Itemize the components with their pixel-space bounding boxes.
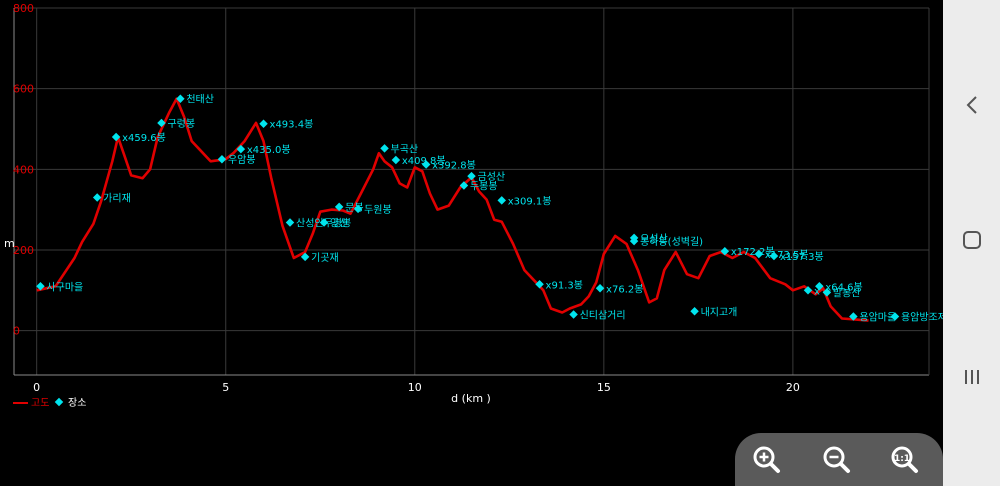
place-marker (319, 218, 329, 227)
y-tick-label: 800 (13, 2, 34, 15)
android-nav-bar (943, 0, 1000, 486)
place-label: 용암마을 (859, 312, 896, 324)
place-label: 기곳재 (311, 252, 339, 264)
x-tick-label: 15 (597, 381, 611, 394)
back-button[interactable] (943, 75, 1000, 135)
chart-grid (14, 7, 929, 375)
y-tick-label: 0 (13, 325, 20, 338)
recents-icon (964, 370, 979, 384)
legend-label-elevation: 고도 (31, 398, 49, 409)
place-label: 사구마을 (46, 281, 83, 293)
place-label: 두원봉 (364, 204, 392, 216)
y-tick-label: 400 (13, 163, 34, 176)
legend: 고도 장소 (13, 397, 86, 409)
place-marker (421, 160, 431, 169)
place-label: 우암봉 (228, 154, 256, 166)
place-label: 신티삼거리 (580, 310, 626, 322)
place-marker (459, 181, 469, 190)
place-label: 두봉봉 (470, 180, 498, 192)
place-marker (690, 307, 699, 316)
zoom-out-button[interactable] (817, 441, 857, 479)
place-markers: 사구마을가리재x459.6봉구렁봉천태산우암봉x435.0봉x493.4봉산성인… (36, 94, 943, 324)
place-marker (380, 144, 389, 153)
place-label: x (814, 286, 820, 297)
place-label: x309.1봉 (508, 195, 552, 207)
place-label: x435.0봉 (247, 144, 291, 156)
place-marker (176, 94, 185, 103)
place-marker (92, 193, 102, 202)
place-label: x493.4봉 (270, 119, 314, 131)
legend-diamond-swatch (54, 397, 64, 407)
zoom-in-icon (753, 446, 780, 473)
place-label: 발봉산 (833, 287, 861, 299)
place-marker (236, 144, 246, 154)
zoom-out-icon (823, 446, 850, 473)
place-marker (535, 280, 544, 289)
svg-text:1:1: 1:1 (894, 454, 910, 464)
place-marker (157, 118, 166, 128)
place-label: 오성산 (640, 233, 668, 245)
place-label: 가리재 (103, 193, 131, 205)
place-marker (217, 154, 227, 164)
zoom-fit-icon: 1:1 (891, 446, 918, 473)
place-marker (497, 196, 506, 205)
place-label: 금성산 (478, 171, 506, 183)
place-marker (890, 312, 900, 321)
x-tick-label: 10 (408, 381, 422, 394)
place-label: x157.3봉 (780, 251, 824, 263)
place-label: x459.6봉 (122, 132, 166, 144)
place-label: 양산 (330, 218, 348, 230)
x-axis-label: d (km ) (451, 392, 491, 405)
home-icon (962, 231, 981, 249)
place-marker (36, 282, 45, 291)
legend-label-places: 장소 (68, 397, 86, 409)
elevation-line (36, 97, 869, 322)
x-tick-label: 20 (786, 381, 800, 394)
place-marker (391, 155, 401, 165)
place-marker (849, 312, 858, 321)
y-tick-label: 200 (13, 244, 34, 257)
zoom-controls: 1:1 (735, 433, 943, 486)
place-marker (467, 171, 476, 181)
place-marker (822, 288, 832, 297)
place-label: x172.2봉 (731, 246, 775, 258)
chart-axes (13, 8, 930, 376)
place-label: x91.3봉 (546, 279, 583, 291)
place-label: 내지고개 (701, 306, 738, 318)
recents-button[interactable] (943, 347, 1000, 407)
home-button[interactable] (943, 210, 1000, 270)
zoom-fit-button[interactable]: 1:1 (885, 441, 925, 479)
place-label: x76.2봉 (606, 283, 643, 295)
place-marker (334, 202, 344, 212)
x-tick-label: 5 (222, 381, 229, 394)
place-marker (111, 132, 121, 142)
place-marker (595, 284, 605, 293)
x-tick-label: 0 (33, 381, 40, 394)
y-axis-label: m (4, 237, 15, 250)
place-label: 용암방조제 (901, 312, 943, 324)
place-marker (285, 218, 295, 227)
place-label: x64.6봉 (825, 281, 862, 293)
place-marker (259, 119, 268, 128)
place-label: 부곡산 (391, 143, 419, 155)
place-label: x392.8봉 (432, 159, 476, 171)
back-icon (966, 96, 977, 114)
y-tick-label: 600 (13, 83, 34, 96)
place-marker (803, 286, 813, 295)
place-label: 구렁봉 (167, 118, 195, 130)
zoom-in-button[interactable] (747, 441, 787, 479)
place-label: 천태산 (186, 94, 214, 106)
place-label: x409.8봉 (402, 155, 446, 167)
place-marker (569, 310, 578, 319)
place-marker (353, 204, 363, 214)
place-marker (815, 282, 824, 291)
place-label: 봉하봉(성벽길) (640, 235, 703, 248)
